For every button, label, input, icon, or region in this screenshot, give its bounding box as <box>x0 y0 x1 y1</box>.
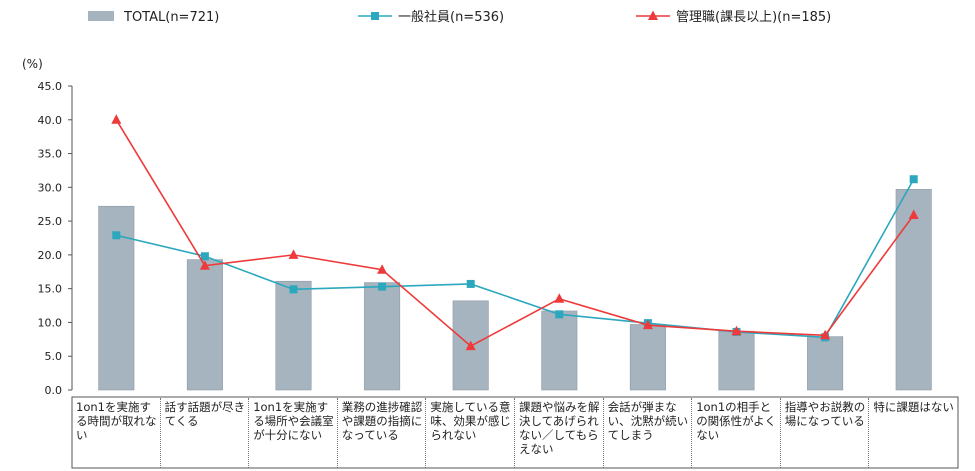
triangle-marker <box>111 114 122 124</box>
legend-swatch-bar <box>88 11 114 21</box>
legend-label: TOTAL(n=721) <box>123 10 219 25</box>
y-tick-label: 45.0 <box>38 80 63 93</box>
triangle-marker <box>642 319 653 330</box>
category-label: 実施している意味、効果が感じられない <box>426 398 515 468</box>
line-series <box>111 114 919 351</box>
y-tick-label: 30.0 <box>38 181 63 194</box>
triangle-marker <box>731 325 742 336</box>
y-tick-label: 40.0 <box>38 114 63 127</box>
series-line <box>115 119 915 348</box>
square-marker <box>112 231 121 240</box>
triangle-marker <box>908 209 919 220</box>
triangle-marker <box>199 260 210 270</box>
square-marker <box>466 279 475 288</box>
category-label: 業務の進捗確認や課題の指摘になっている <box>338 398 427 468</box>
bar <box>718 330 755 391</box>
bar <box>807 336 844 391</box>
triangle-marker <box>465 340 476 351</box>
legend-triangle-marker <box>648 10 658 20</box>
category-label: 指導やお説教の場になっている <box>781 398 870 468</box>
square-marker <box>200 252 209 261</box>
y-tick-label: 35.0 <box>38 148 63 161</box>
category-label: 特に課題はない <box>873 400 954 414</box>
square-marker <box>909 175 918 184</box>
triangle-marker <box>554 293 565 303</box>
legend-label: 一般社員(n=536) <box>398 9 504 25</box>
legend-label: 管理職(課長以上)(n=185) <box>676 9 831 25</box>
legend-square-marker <box>371 12 379 20</box>
square-marker <box>555 310 564 319</box>
category-label: 話す話題が尽きてくる <box>161 398 250 468</box>
bar <box>186 259 223 391</box>
bar <box>541 310 578 391</box>
y-tick-label: 5.0 <box>45 350 63 363</box>
triangle-marker <box>377 264 388 274</box>
square-marker <box>378 282 387 291</box>
y-axis: 0.0 5.0 10.0 15.0 20.0 25.0 30.0 35.0 40.0 45.0 <box>38 80 73 397</box>
bar <box>895 189 932 391</box>
table-frame <box>71 396 959 469</box>
y-tick-label: 15.0 <box>38 283 63 296</box>
triangle-marker <box>288 249 299 259</box>
bar-series <box>98 189 932 391</box>
category-label: 1on1の相手との関係性がよくない <box>692 398 781 468</box>
y-tick-label: 20.0 <box>38 249 63 262</box>
bar <box>364 282 401 391</box>
y-unit-label: (%) <box>22 57 43 71</box>
series-line <box>116 178 915 339</box>
y-tick-label: 0.0 <box>45 384 63 397</box>
triangle-marker <box>820 329 831 340</box>
category-label: 課題や悩みを解決してあげられない／してもらえない <box>515 398 604 468</box>
category-table-border <box>71 396 959 469</box>
y-tick-label: 25.0 <box>38 215 63 228</box>
square-marker <box>289 285 298 294</box>
legend: TOTAL(n=721) 一般社員(n=536) 管理職(課長以上)(n=185) <box>88 9 831 25</box>
y-tick-label: 10.0 <box>38 316 63 329</box>
bar <box>629 324 666 391</box>
category-label: 1on1を実施する時間が取れない <box>72 398 161 468</box>
category-label: 1on1を実施する場所や会議室が十分にない <box>249 398 338 468</box>
category-label: 会話が弾まない、沈黙が続いてしまう <box>604 398 693 468</box>
bar <box>275 280 312 391</box>
